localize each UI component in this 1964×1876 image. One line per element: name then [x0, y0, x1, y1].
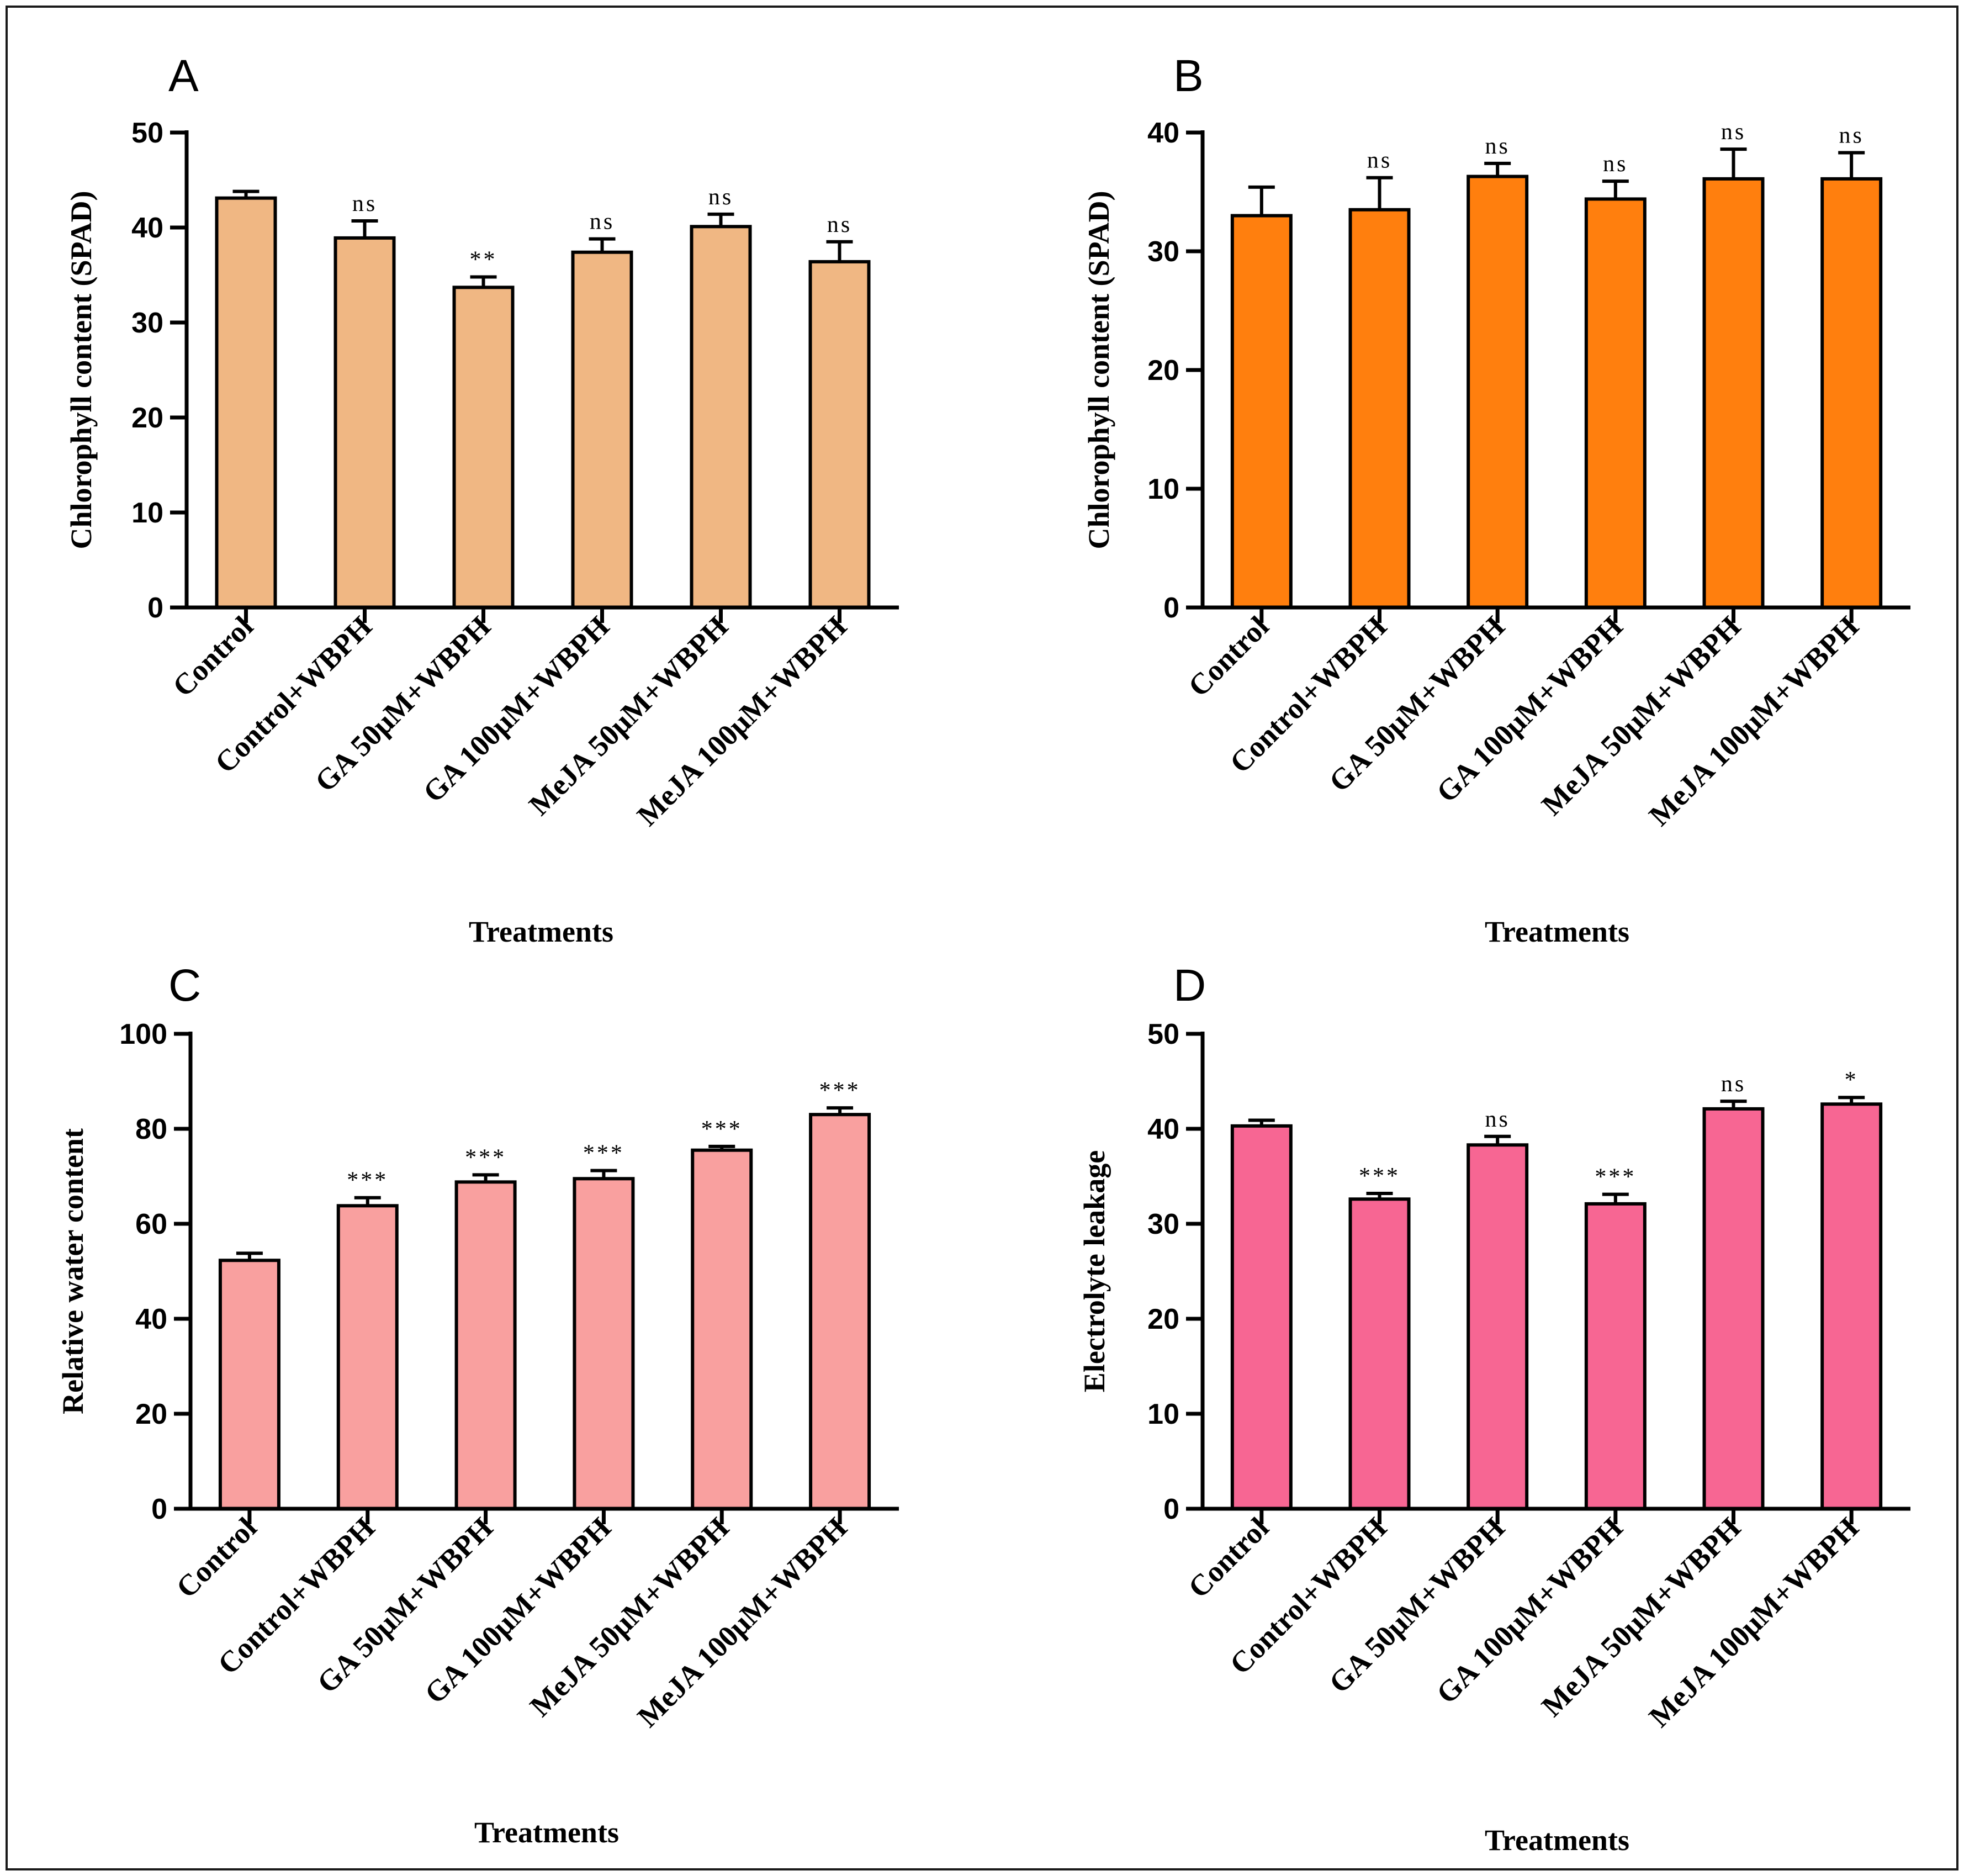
panel-letter: B — [1173, 51, 1204, 101]
bar-2 — [1348, 1197, 1411, 1510]
y-axis-title: Relative water content — [56, 1128, 89, 1414]
bar-4 — [573, 1177, 635, 1511]
bar-4 — [1584, 197, 1647, 609]
y-tick-label: 30 — [1147, 236, 1179, 268]
significance-label: ns — [1839, 123, 1864, 149]
y-tick-label: 0 — [1163, 1493, 1179, 1525]
bar-5 — [690, 225, 752, 609]
panel-letter: D — [1173, 960, 1206, 1011]
panel-letter: A — [168, 51, 199, 101]
y-tick-label: 20 — [1147, 1303, 1179, 1335]
y-tick-label: 40 — [131, 212, 163, 244]
bar-6 — [1820, 1102, 1883, 1510]
x-axis-title: Treatments — [1485, 915, 1629, 948]
y-tick-label: 10 — [1147, 473, 1179, 505]
bar-6 — [809, 1113, 871, 1510]
significance-label: ns — [1367, 148, 1392, 173]
significance-label: ns — [1603, 151, 1628, 177]
y-tick-label: 100 — [119, 1018, 167, 1050]
y-tick-label: 30 — [1147, 1208, 1179, 1240]
bar-2 — [333, 236, 396, 610]
bar-1 — [1230, 214, 1293, 609]
y-tick-label: 60 — [135, 1208, 167, 1240]
y-tick-label: 40 — [1147, 1113, 1179, 1145]
significance-label: ns — [352, 191, 377, 216]
significance-label: *** — [701, 1117, 743, 1142]
y-tick-label: 80 — [135, 1113, 167, 1145]
significance-label: *** — [347, 1168, 388, 1193]
y-tick-label: 30 — [131, 307, 163, 339]
bar-6 — [1820, 177, 1883, 610]
significance-label: *** — [1595, 1165, 1636, 1190]
y-tick-label: 50 — [131, 117, 163, 149]
significance-label: ns — [590, 209, 615, 235]
bar-3 — [1467, 175, 1529, 609]
bar-4 — [1584, 1202, 1647, 1510]
bar-1 — [215, 196, 277, 609]
significance-label: ns — [1721, 119, 1746, 145]
y-tick-label: 10 — [1147, 1398, 1179, 1430]
bar-1 — [218, 1259, 280, 1510]
y-axis-title: Electrolyte leakage — [1078, 1150, 1111, 1392]
bar-3 — [454, 1180, 517, 1511]
bar-1 — [1230, 1124, 1293, 1510]
bar-3 — [452, 286, 515, 609]
y-tick-label: 20 — [1147, 355, 1179, 387]
significance-label: ns — [1485, 1107, 1510, 1132]
y-tick-label: 0 — [147, 592, 163, 624]
significance-label: ** — [470, 247, 497, 272]
significance-label: *** — [465, 1145, 506, 1170]
x-axis-title: Treatments — [469, 915, 613, 948]
y-tick-label: 20 — [135, 1398, 167, 1430]
y-tick-label: 50 — [1147, 1018, 1179, 1050]
significance-label: ns — [708, 184, 733, 210]
significance-label: ns — [1485, 134, 1510, 159]
significance-label: *** — [583, 1141, 624, 1166]
x-axis-title: Treatments — [474, 1816, 619, 1849]
significance-label: *** — [819, 1078, 861, 1103]
bar-5 — [1702, 177, 1765, 610]
y-axis-title: Chlorophyll content (SPAD) — [1082, 191, 1115, 549]
bar-6 — [808, 260, 871, 610]
bar-4 — [571, 250, 633, 610]
y-tick-label: 10 — [131, 497, 163, 529]
y-tick-label: 40 — [135, 1303, 167, 1335]
y-tick-label: 40 — [1147, 117, 1179, 149]
bar-5 — [691, 1148, 753, 1510]
significance-label: *** — [1359, 1164, 1400, 1189]
significance-label: ns — [827, 212, 852, 237]
bar-2 — [1348, 208, 1411, 609]
bar-2 — [336, 1204, 399, 1511]
bar-3 — [1467, 1143, 1529, 1510]
significance-label: ns — [1721, 1071, 1746, 1097]
significance-label: * — [1845, 1068, 1859, 1093]
y-tick-label: 20 — [131, 402, 163, 434]
y-tick-label: 0 — [151, 1493, 167, 1525]
bar-5 — [1702, 1107, 1765, 1510]
y-tick-label: 0 — [1163, 592, 1179, 624]
y-axis-title: Chlorophyll content (SPAD) — [65, 191, 98, 549]
x-axis-title: Treatments — [1485, 1824, 1629, 1857]
panel-letter: C — [168, 960, 201, 1011]
